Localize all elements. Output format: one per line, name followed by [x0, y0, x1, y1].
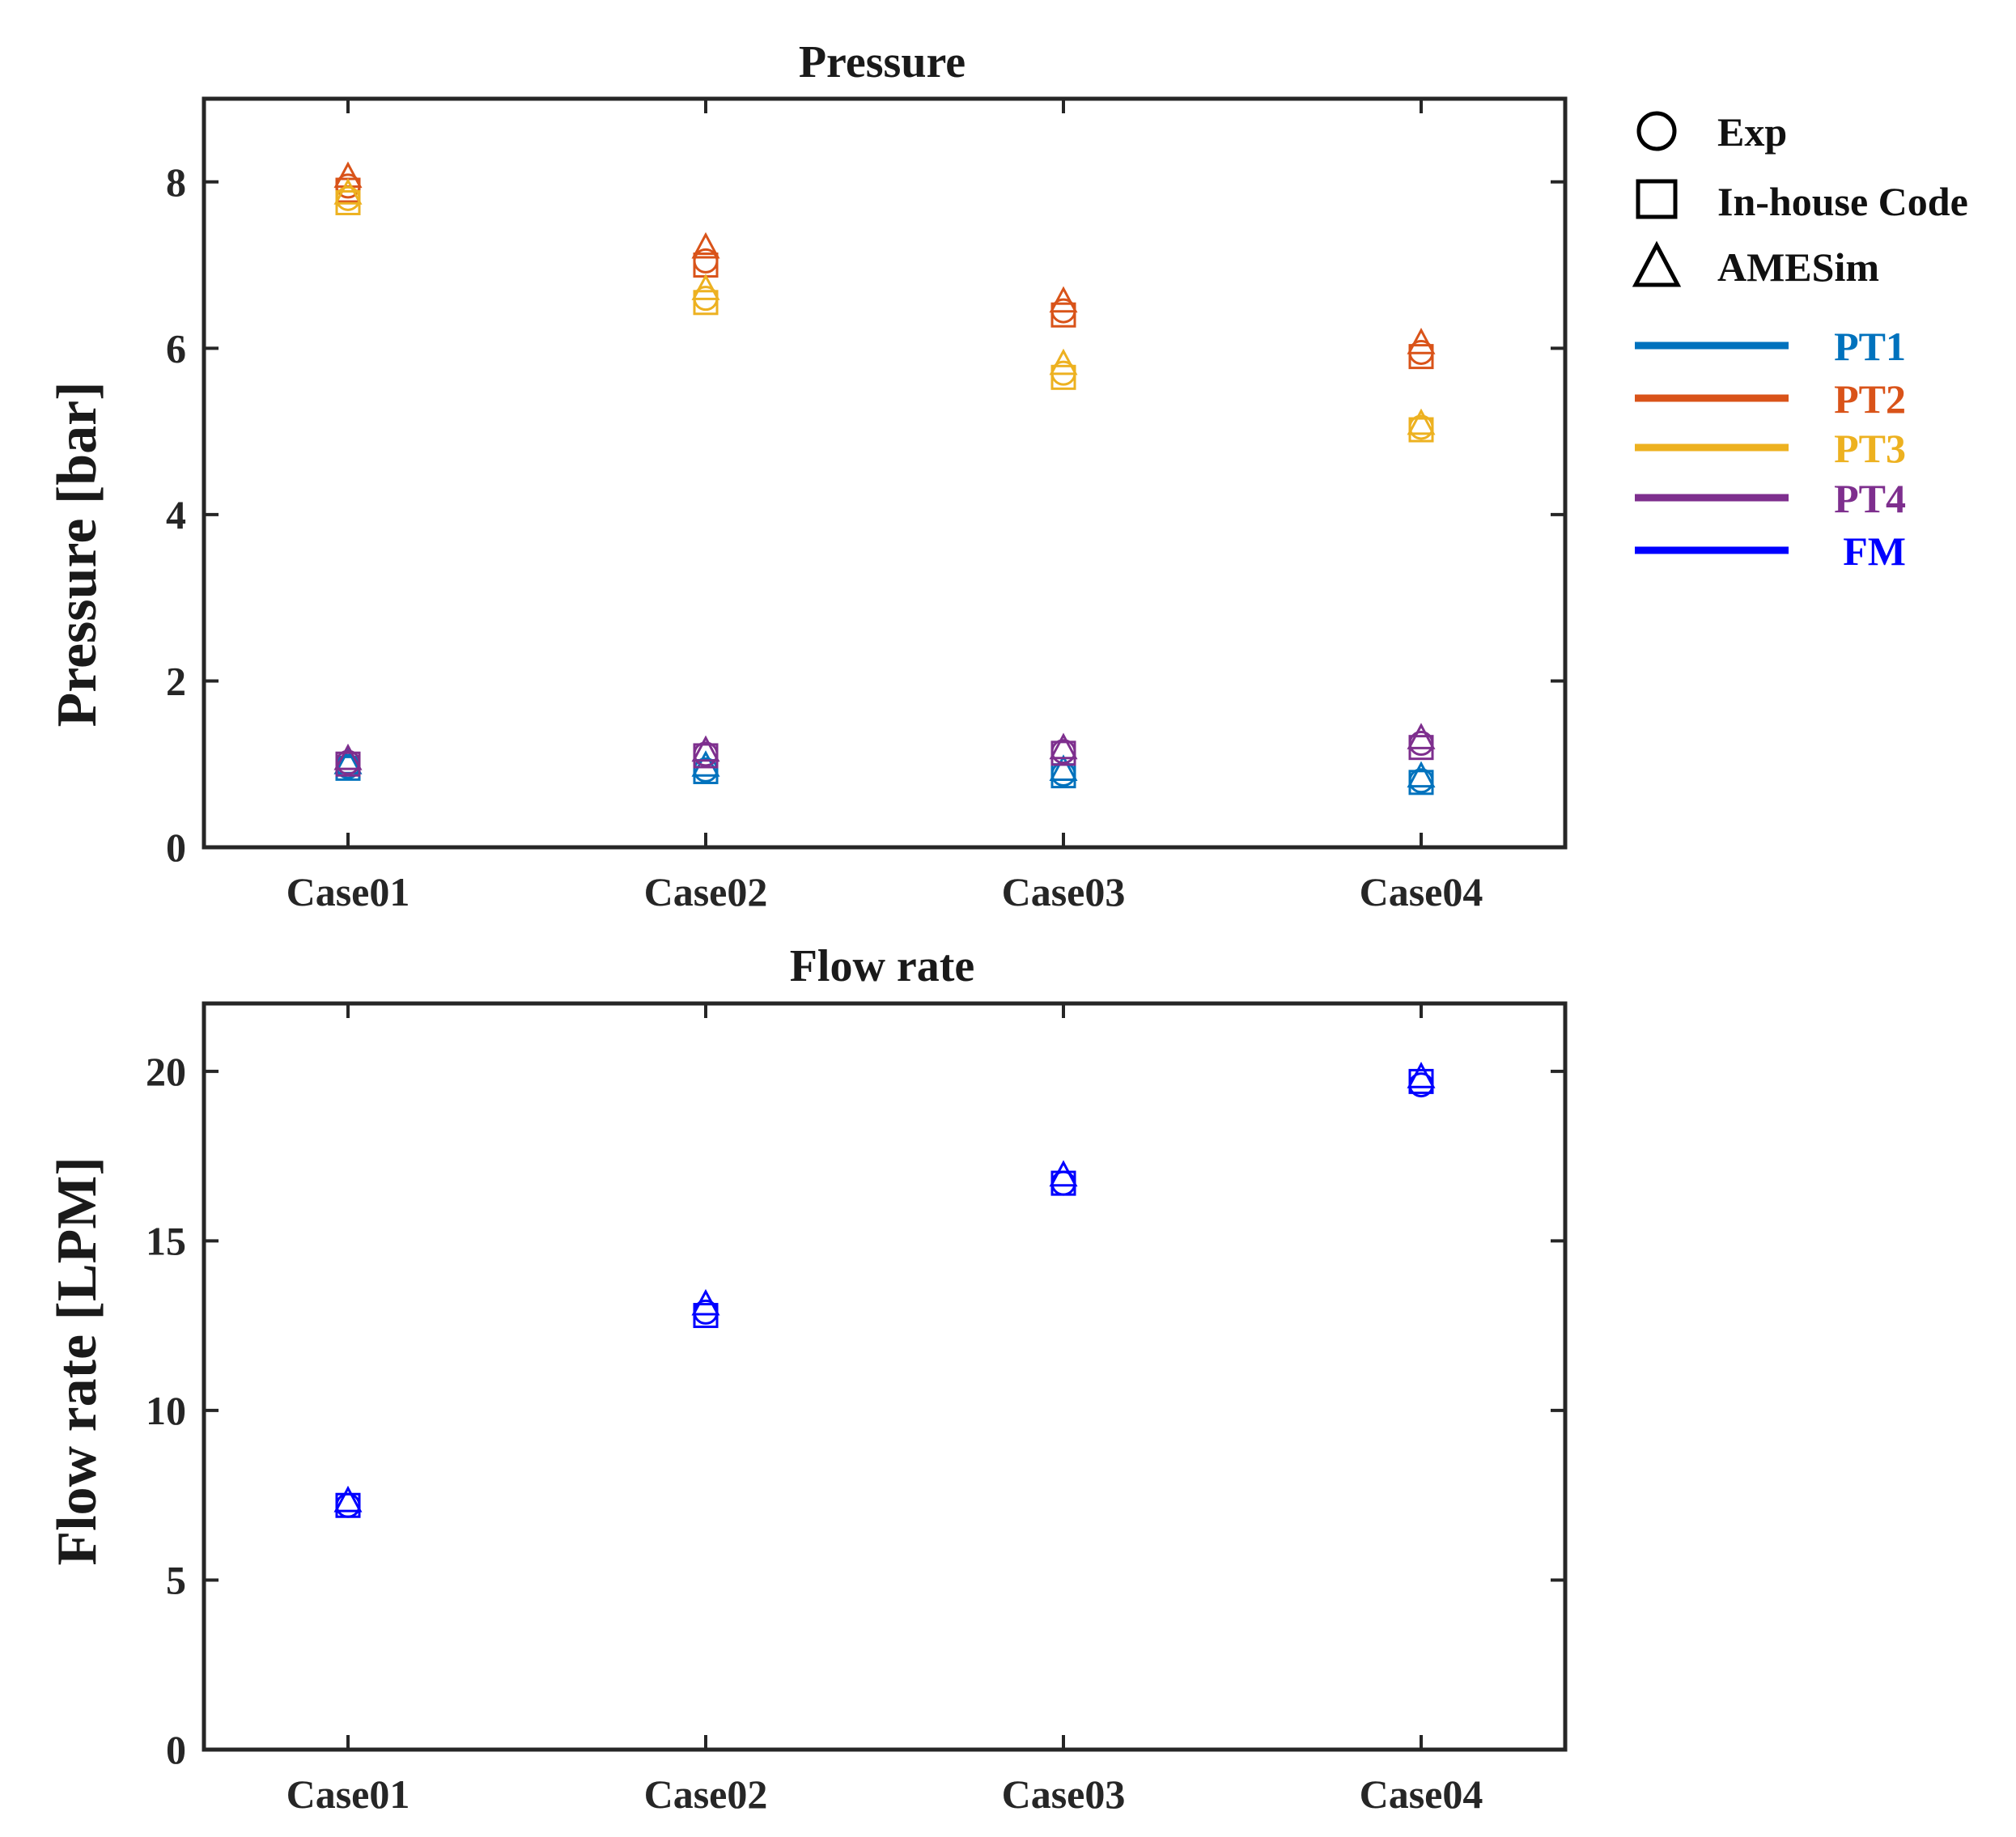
- pressure-xtick-label: Case04: [1360, 869, 1483, 914]
- flow-point-fm-amesim: [1049, 1160, 1078, 1187]
- pressure-point-pt2-amesim: [691, 231, 720, 259]
- pressure-point-pt3-code: [693, 290, 719, 316]
- flow-point-fm-code: [1408, 1068, 1434, 1094]
- pressure-plot-area: 0 2 4 6 8 Case01 Case02 Case03 Case04: [166, 99, 1565, 914]
- flow-point-fm-amesim: [333, 1485, 363, 1512]
- pressure-ytick-label: 2: [166, 658, 186, 703]
- legend-label-exp: Exp: [1717, 109, 1787, 155]
- flow-ytick-label: 10: [146, 1388, 186, 1433]
- legend: Exp In-house Code AMESim PT1 PT2 PT3 PT4…: [1632, 109, 1968, 574]
- pressure-point-pt3-code: [1050, 364, 1076, 390]
- flow-point-fm-code: [693, 1303, 719, 1329]
- pressure-point-pt2-code: [1408, 344, 1434, 370]
- flow-ytick-label: 20: [146, 1049, 186, 1094]
- pressure-point-pt2-code: [1050, 302, 1076, 328]
- pressure-xtick-label: Case02: [644, 869, 768, 914]
- pressure-point-pt3-amesim: [333, 178, 363, 205]
- flow-ytick-label: 15: [146, 1218, 186, 1263]
- pressure-point-pt2-amesim: [1407, 328, 1436, 354]
- flow-plot-area: 0 5 10 15 20 Case01 Case02 Case03 Case04: [146, 1003, 1565, 1817]
- pressure-point-pt3-amesim: [691, 274, 720, 300]
- flow-xtick-label: Case04: [1360, 1771, 1483, 1817]
- pressure-point-pt4-amesim: [691, 735, 720, 762]
- legend-triangle-icon: [1632, 240, 1682, 287]
- legend-label-pt1: PT1: [1834, 324, 1906, 369]
- flow-point-fm-code: [335, 1492, 361, 1518]
- pressure-xtick-label: Case03: [1002, 869, 1126, 914]
- legend-label-pt3: PT3: [1834, 426, 1906, 471]
- flow-point-fm-amesim: [1407, 1062, 1436, 1088]
- legend-square-icon: [1636, 179, 1678, 219]
- pressure-point-pt4-amesim: [333, 743, 363, 770]
- flow-axes-frame: [202, 1001, 1568, 1752]
- pressure-point-pt4-code: [1050, 740, 1076, 766]
- pressure-y-axis-label: Pressure [bar]: [46, 381, 108, 727]
- pressure-ytick-label: 6: [166, 325, 186, 371]
- flow-point-fm-amesim: [691, 1288, 720, 1316]
- legend-label-pt4: PT4: [1834, 476, 1906, 521]
- legend-label-fm: FM: [1843, 528, 1906, 574]
- legend-label-inhouse: In-house Code: [1717, 179, 1968, 224]
- flow-ytick-label: 5: [166, 1557, 186, 1602]
- pressure-point-pt1-amesim: [1407, 761, 1436, 788]
- flow-y-axis-label: Flow rate [LPM]: [46, 1156, 108, 1565]
- flow-chart-title: Flow rate: [790, 941, 975, 991]
- pressure-ytick-label: 8: [166, 159, 186, 205]
- pressure-axes-frame: [202, 96, 1568, 850]
- legend-circle-icon: [1636, 111, 1677, 151]
- flow-ytick-label: 0: [166, 1727, 186, 1772]
- flow-xtick-label: Case02: [644, 1771, 768, 1817]
- pressure-point-pt2-amesim: [1049, 286, 1078, 313]
- pressure-ytick-label: 4: [166, 492, 186, 537]
- legend-label-amesim: AMESim: [1717, 244, 1879, 290]
- pressure-point-pt4-code: [335, 751, 361, 777]
- flow-xtick-label: Case01: [286, 1771, 410, 1817]
- legend-label-pt2: PT2: [1834, 376, 1906, 422]
- pressure-point-pt4-amesim: [1407, 723, 1436, 749]
- pressure-xtick-label: Case01: [286, 869, 410, 914]
- pressure-ytick-label: 0: [166, 825, 186, 870]
- pressure-point-pt4-amesim: [1049, 732, 1078, 760]
- pressure-point-pt3-amesim: [1407, 408, 1436, 435]
- pressure-point-pt1-amesim: [1049, 754, 1078, 781]
- pressure-chart-title: Pressure: [799, 37, 966, 87]
- flow-xtick-label: Case03: [1002, 1771, 1126, 1817]
- pressure-point-pt4-code: [693, 743, 719, 769]
- pressure-point-pt3-amesim: [1049, 348, 1078, 375]
